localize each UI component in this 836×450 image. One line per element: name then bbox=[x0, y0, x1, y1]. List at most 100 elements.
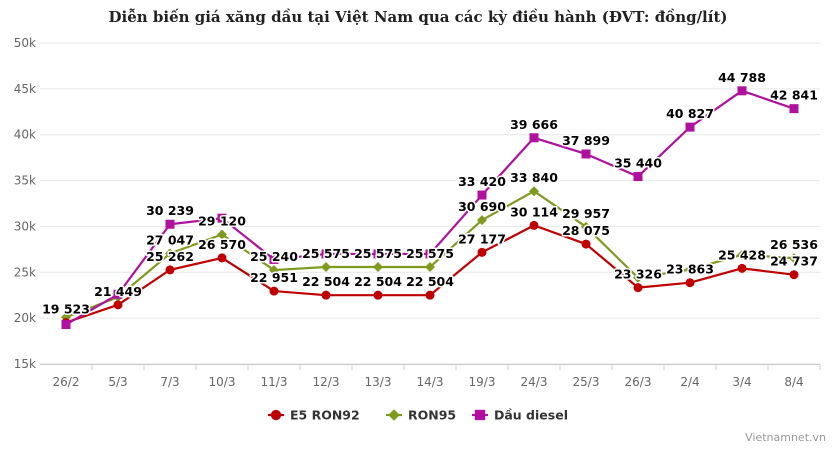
x-tick-label: 26/3 bbox=[625, 375, 652, 389]
data-point bbox=[165, 265, 175, 275]
data-point bbox=[737, 249, 747, 260]
data-label: 44 788 bbox=[718, 70, 766, 85]
data-point bbox=[633, 172, 643, 182]
data-point bbox=[529, 186, 539, 197]
y-tick-label: 25k bbox=[14, 265, 36, 279]
series-markers bbox=[61, 86, 799, 330]
y-tick-label: 15k bbox=[14, 357, 36, 371]
data-label: 40 827 bbox=[666, 106, 714, 121]
data-point bbox=[789, 253, 799, 264]
data-label: 26 536 bbox=[770, 237, 818, 252]
data-label: 22 504 bbox=[406, 274, 454, 289]
data-point bbox=[373, 249, 383, 259]
data-point bbox=[165, 219, 175, 229]
data-point bbox=[113, 300, 123, 310]
data-point bbox=[737, 86, 747, 96]
legend-marker bbox=[474, 409, 486, 421]
legend-item[interactable]: RON95 bbox=[408, 408, 456, 423]
data-label: 28 075 bbox=[562, 223, 610, 238]
data-label: 35 440 bbox=[614, 156, 662, 171]
data-point bbox=[113, 289, 123, 299]
data-point bbox=[269, 286, 279, 296]
legend[interactable]: E5 RON92 RON95 Dầu diesel bbox=[268, 408, 568, 423]
data-point bbox=[789, 270, 799, 280]
x-tick-label: 25/3 bbox=[573, 375, 600, 389]
data-point bbox=[425, 262, 435, 273]
data-label: 23 326 bbox=[614, 267, 662, 282]
data-point bbox=[425, 290, 435, 300]
data-label: 27 177 bbox=[458, 231, 506, 246]
data-point bbox=[633, 283, 643, 293]
data-label: 22 504 bbox=[302, 274, 350, 289]
data-label: 33 840 bbox=[510, 170, 558, 185]
source-credit: Vietnamnet.vn bbox=[745, 431, 826, 444]
data-label: 25 428 bbox=[718, 247, 766, 262]
data-label: 19 523 bbox=[42, 302, 90, 317]
x-tick-label: 11/3 bbox=[261, 375, 288, 389]
data-point bbox=[61, 320, 71, 330]
data-point bbox=[685, 264, 695, 275]
data-point bbox=[529, 220, 539, 230]
data-point bbox=[581, 239, 591, 249]
data-point bbox=[373, 262, 383, 273]
data-point bbox=[217, 229, 227, 240]
data-label: 29 120 bbox=[198, 213, 246, 228]
x-tick-label: 8/4 bbox=[784, 375, 803, 389]
data-label: 29 957 bbox=[562, 206, 610, 221]
data-point bbox=[633, 272, 643, 283]
data-label: 21 449 bbox=[94, 284, 142, 299]
x-tick-label: 24/3 bbox=[521, 375, 548, 389]
x-tick-label: 5/3 bbox=[108, 375, 127, 389]
data-label: 37 899 bbox=[562, 133, 610, 148]
data-label: 39 666 bbox=[510, 117, 558, 132]
data-point bbox=[269, 254, 279, 264]
y-tick-label: 35k bbox=[14, 174, 36, 188]
data-label: 22 504 bbox=[354, 274, 402, 289]
data-label: 30 114 bbox=[510, 204, 558, 219]
data-label: 24 737 bbox=[770, 254, 818, 269]
data-label: 25 575 bbox=[354, 246, 402, 261]
x-axis-ticks: 26/2 5/3 7/3 10/3 11/3 12/3 13/3 14/3 19/3 24/3 25… bbox=[40, 364, 821, 389]
data-point bbox=[321, 249, 331, 259]
data-point bbox=[581, 221, 591, 232]
x-tick-label: 19/3 bbox=[469, 375, 496, 389]
data-point bbox=[477, 190, 487, 200]
legend-item[interactable]: Dầu diesel bbox=[494, 408, 568, 423]
data-label: 25 575 bbox=[406, 246, 454, 261]
data-label: 23 863 bbox=[666, 262, 714, 277]
data-point bbox=[425, 249, 435, 259]
data-point bbox=[269, 265, 279, 276]
x-tick-label: 14/3 bbox=[417, 375, 444, 389]
data-point bbox=[685, 278, 695, 288]
data-point bbox=[477, 215, 487, 226]
y-tick-label: 45k bbox=[14, 82, 36, 96]
data-point bbox=[217, 213, 227, 223]
data-point bbox=[477, 247, 487, 257]
chart-title: Diễn biến giá xăng dầu tại Việt Nam qua … bbox=[108, 8, 728, 26]
data-label: 30 690 bbox=[458, 199, 506, 214]
data-label: 33 420 bbox=[458, 174, 506, 189]
data-point bbox=[737, 263, 747, 273]
x-tick-label: 12/3 bbox=[313, 375, 340, 389]
legend-item[interactable]: E5 RON92 bbox=[290, 408, 360, 423]
data-label: 30 239 bbox=[146, 203, 194, 218]
y-tick-label: 20k bbox=[14, 311, 36, 325]
data-label: 22 951 bbox=[250, 270, 298, 285]
x-tick-label: 7/3 bbox=[160, 375, 179, 389]
data-point bbox=[685, 122, 695, 132]
x-tick-label: 13/3 bbox=[365, 375, 392, 389]
data-label: 27 047 bbox=[146, 233, 194, 248]
y-tick-label: 50k bbox=[14, 36, 36, 50]
data-point bbox=[217, 253, 227, 263]
data-point bbox=[165, 248, 175, 259]
data-point bbox=[789, 104, 799, 114]
legend-marker bbox=[388, 409, 400, 421]
y-axis-ticks: 15k 20k 25k 30k 35k 40k 45k 50k bbox=[14, 36, 36, 371]
data-point bbox=[373, 290, 383, 300]
x-tick-label: 2/4 bbox=[680, 375, 699, 389]
x-tick-label: 3/4 bbox=[732, 375, 751, 389]
data-labels: 27 047 29 120 25 240 25 575 25 575 25 575 30 6… bbox=[41, 68, 820, 318]
data-label: 42 841 bbox=[770, 88, 818, 103]
data-label: 25 575 bbox=[302, 246, 350, 261]
